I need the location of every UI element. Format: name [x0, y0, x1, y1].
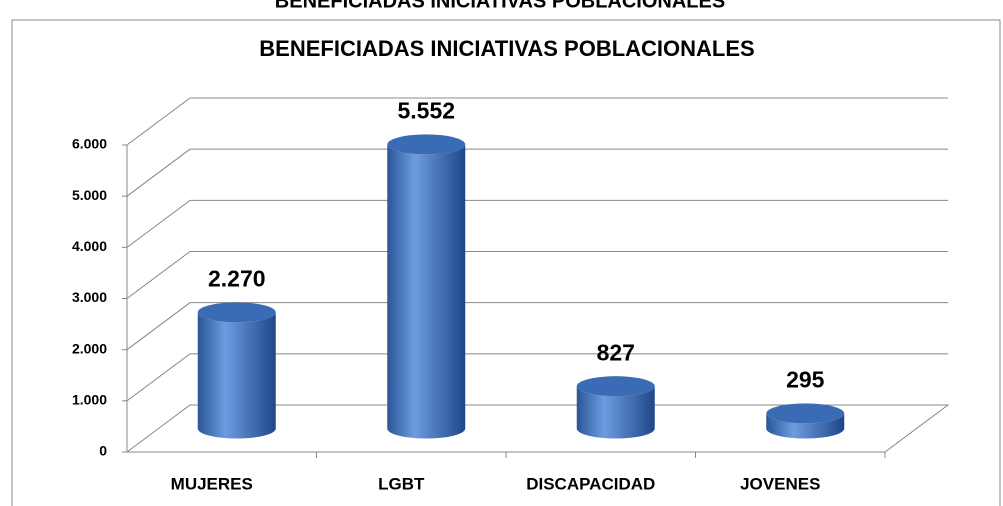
value-label: 827 — [597, 339, 635, 365]
grid-line — [126, 97, 948, 146]
x-tick-label: MUJERES — [171, 474, 253, 493]
bar — [766, 413, 845, 439]
bar — [197, 312, 276, 439]
page-title: BENEFICIADAS INICIATIVAS POBLACIONALES — [275, 0, 725, 12]
value-label: 295 — [786, 366, 825, 392]
y-tick-label: 1.000 — [72, 392, 107, 408]
chart-title: BENEFICIADAS INICIATIVAS POBLACIONALES — [259, 36, 754, 61]
bar-top — [387, 134, 466, 155]
chart-frame — [11, 19, 1001, 506]
grid-line — [126, 199, 948, 248]
bar — [576, 386, 655, 439]
y-tick-label: 3.000 — [72, 289, 107, 305]
bar-top — [766, 403, 845, 424]
y-tick-label: 2.000 — [72, 340, 107, 356]
bar-top — [197, 302, 276, 323]
y-tick-label: 6.000 — [72, 136, 107, 152]
grid-line — [126, 353, 948, 402]
y-tick-label: 5.000 — [72, 187, 107, 203]
y-tick-label: 0 — [99, 443, 107, 459]
grid-line — [126, 251, 948, 299]
y-tick-label: 4.000 — [72, 238, 107, 254]
x-tick-label: JOVENES — [740, 474, 820, 493]
bar-top — [576, 376, 655, 397]
grid-line — [126, 302, 948, 351]
value-label: 2.270 — [208, 265, 266, 291]
x-tick-label: LGBT — [378, 474, 425, 493]
grid-line — [126, 148, 948, 197]
x-tick-label: DISCAPACIDAD — [526, 474, 655, 493]
value-label: 5.552 — [397, 98, 455, 124]
bar — [387, 144, 466, 439]
